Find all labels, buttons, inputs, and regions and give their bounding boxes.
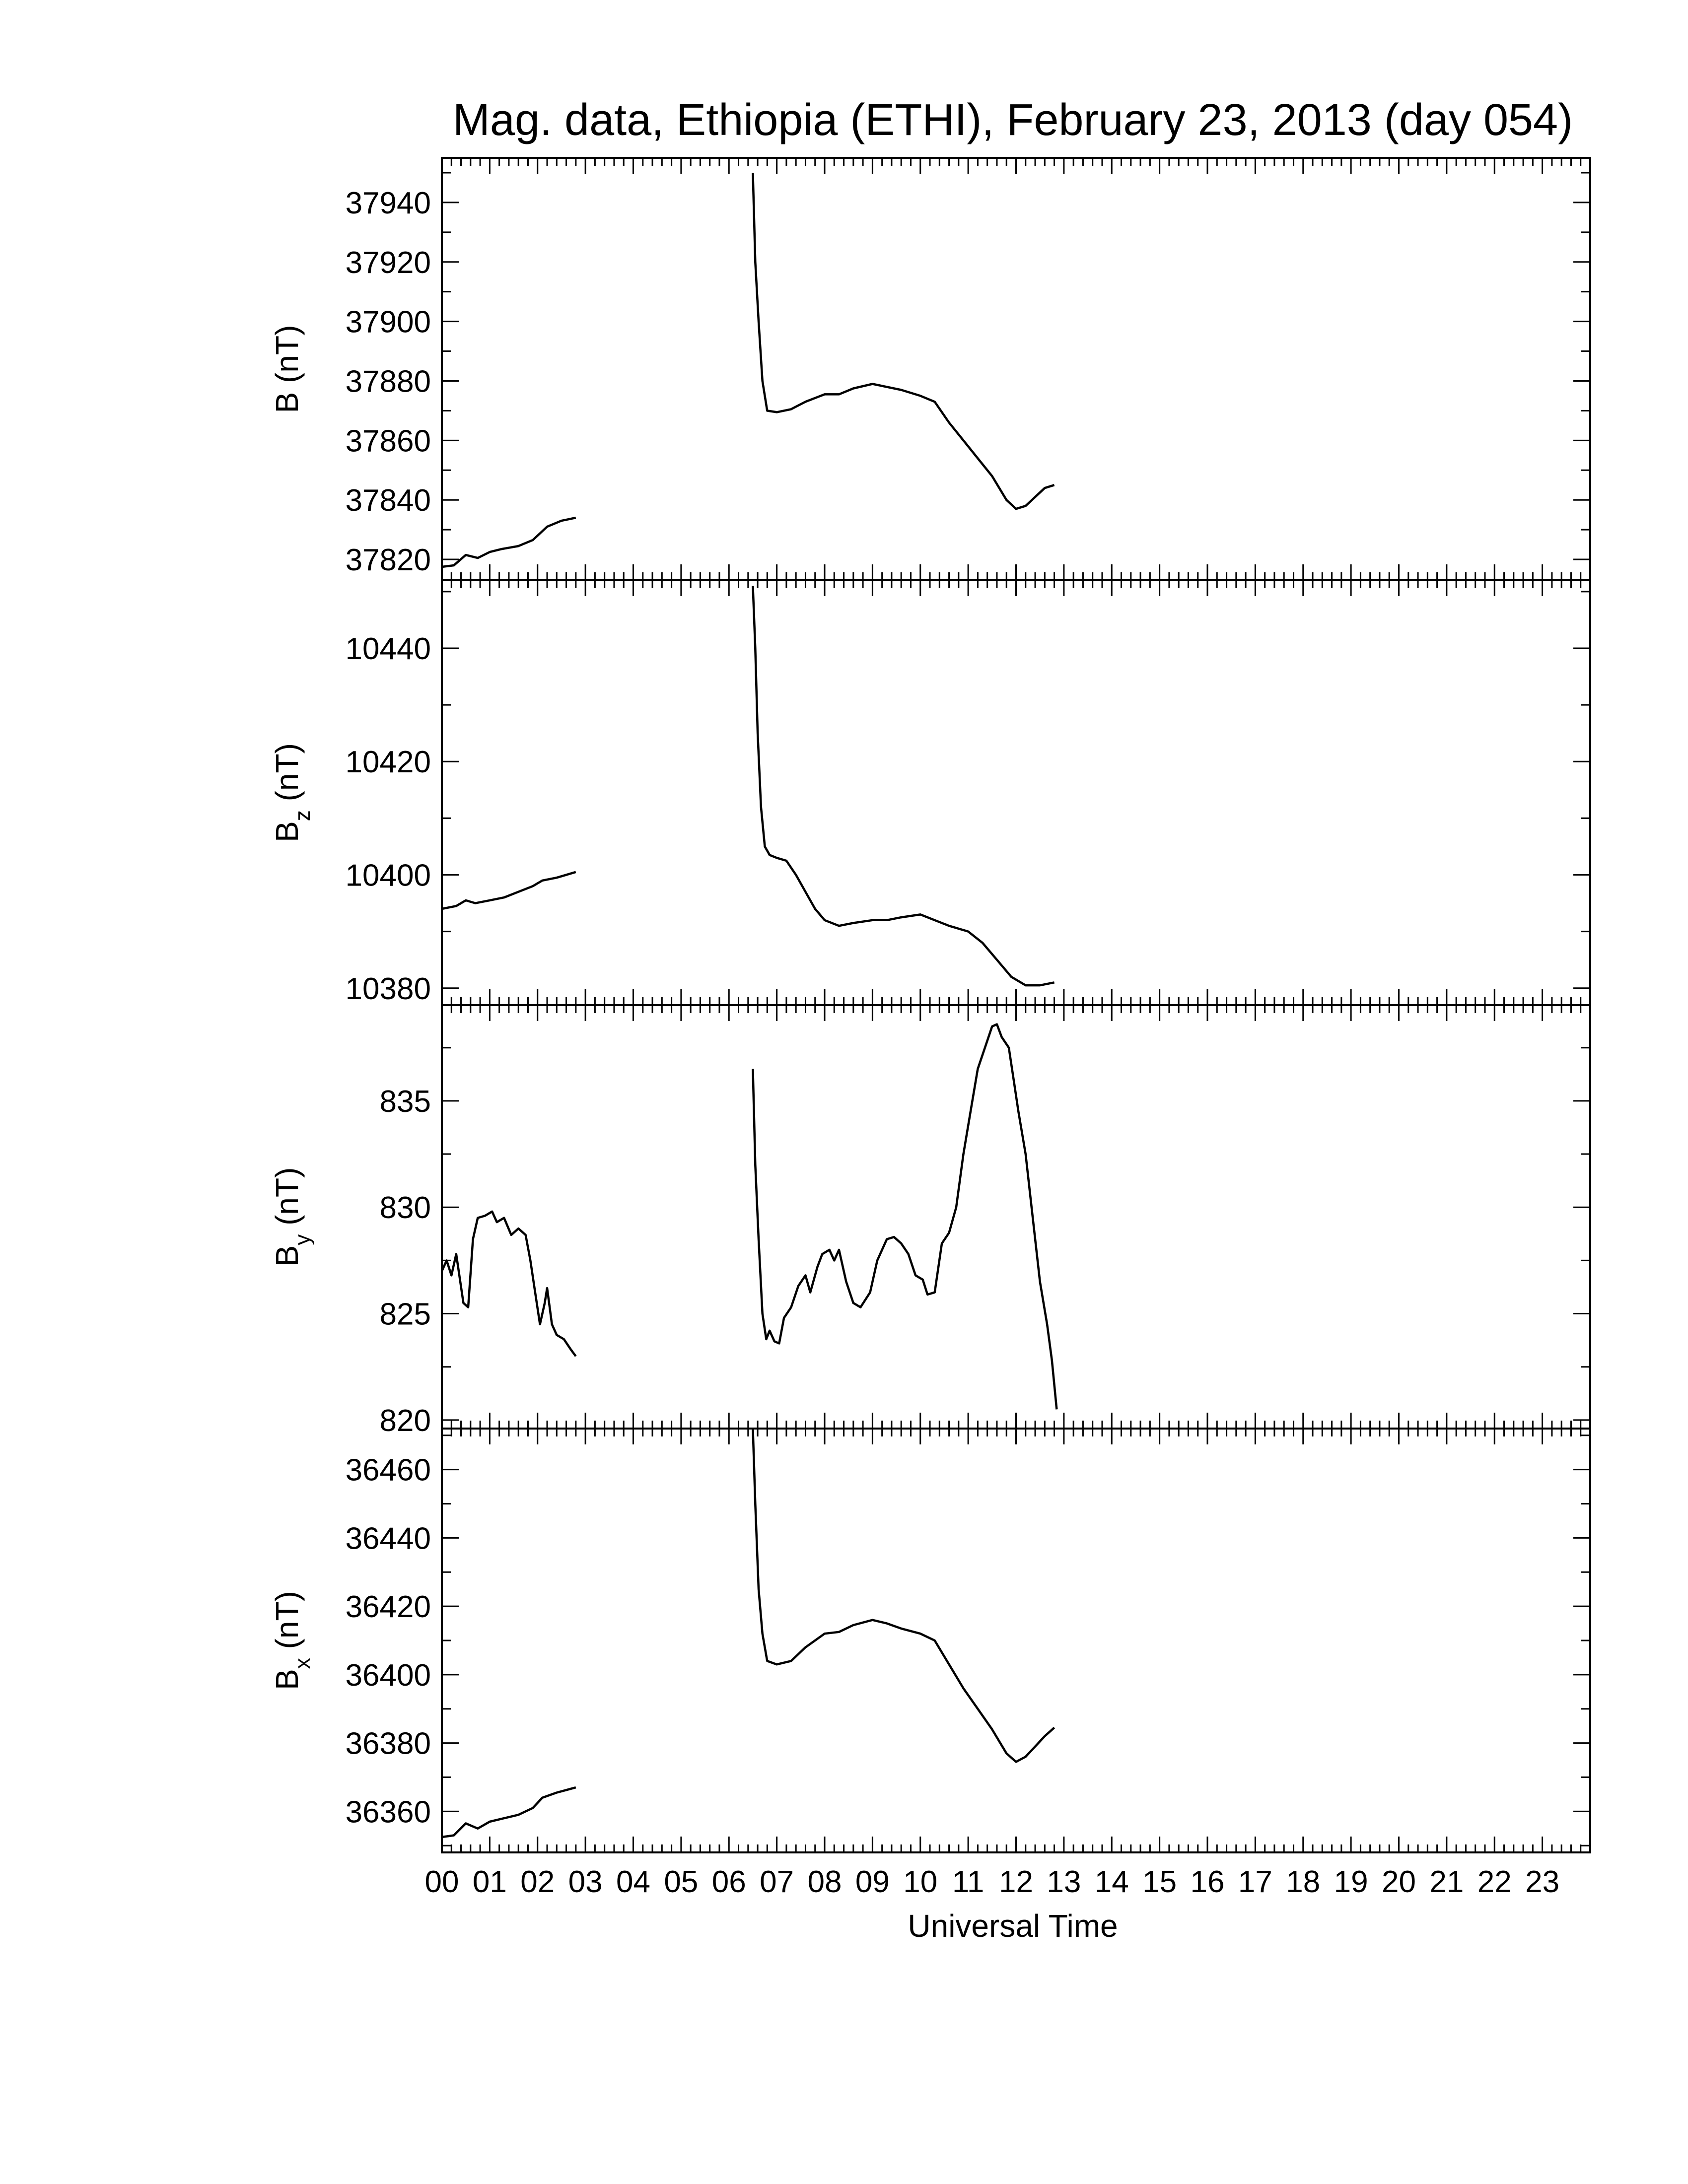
y-tick-label: 37820 — [346, 543, 431, 577]
y-tick-label: 37920 — [346, 246, 431, 280]
panel-Bz: 10380 10400 10420 10440 Bz (nT) — [269, 579, 1591, 1006]
x-tick-label: 13 — [1047, 1865, 1081, 1899]
x-tick-label: 02 — [520, 1865, 555, 1899]
y-tick-label: 37840 — [346, 483, 431, 518]
y-axis-label-unit: (nT) — [269, 1167, 305, 1234]
series-line-Bx-1 — [752, 1428, 1055, 1763]
x-tick-label: 22 — [1477, 1865, 1512, 1899]
x-tick-label: 06 — [712, 1865, 746, 1899]
x-tick-label: 09 — [855, 1865, 890, 1899]
y-axis-label-main: B — [269, 392, 305, 413]
panel-B: 37820 37840 37860 37880 37900 37920 37940 B (nT… — [269, 157, 1591, 581]
series-line-Bz-0 — [441, 871, 576, 910]
x-tick-label: 21 — [1429, 1865, 1464, 1899]
x-tick-label: 12 — [999, 1865, 1033, 1899]
y-tick-label: 10400 — [346, 858, 431, 892]
y-tick-label: 36400 — [346, 1658, 431, 1693]
y-tick-label: 825 — [380, 1297, 431, 1332]
y-axis-label-unit: (nT) — [269, 743, 305, 810]
series-line-By-0 — [440, 1210, 577, 1357]
x-tick-label: 05 — [664, 1865, 698, 1899]
series-line-B-1 — [752, 172, 1055, 510]
series-line-Bx-0 — [441, 1786, 576, 1839]
series-line-By-1 — [752, 1023, 1058, 1410]
panel-By: 820 825 830 835 By (nT) — [269, 1004, 1591, 1438]
x-tick-label: 20 — [1382, 1865, 1416, 1899]
panel-frame — [441, 1004, 1591, 1430]
x-tick-label: 23 — [1525, 1865, 1559, 1899]
y-axis-label: B (nT) — [269, 325, 305, 413]
x-tick-label: 11 — [952, 1865, 984, 1899]
x-tick-label: 10 — [903, 1865, 937, 1899]
y-tick-label: 37940 — [346, 186, 431, 220]
panel-frame — [441, 1428, 1591, 1853]
x-tick-label: 03 — [568, 1865, 603, 1899]
y-tick-label: 37880 — [346, 364, 431, 399]
panel-frame — [441, 157, 1591, 581]
y-tick-label: 37860 — [346, 424, 431, 458]
y-axis-label: Bz (nT) — [269, 743, 315, 842]
x-tick-label: 18 — [1286, 1865, 1320, 1899]
y-axis-label-unit: (nT) — [269, 325, 305, 392]
y-tick-label: 10420 — [346, 745, 431, 779]
y-axis-label-main: B — [269, 821, 305, 842]
panel-frame — [441, 579, 1591, 1006]
x-tick-label: 07 — [760, 1865, 794, 1899]
y-tick-label: 36440 — [346, 1521, 431, 1556]
x-tick-label: 16 — [1191, 1865, 1225, 1899]
y-tick-label: 830 — [380, 1191, 431, 1225]
y-tick-label: 10380 — [346, 972, 431, 1006]
panel-Bx: 36360 36380 36400 36420 36440 36460 Bx (nT) — [269, 1428, 1591, 1853]
x-tick-label: 17 — [1238, 1865, 1272, 1899]
series-line-Bz-1 — [752, 586, 1055, 987]
x-tick-label: 15 — [1142, 1865, 1177, 1899]
x-tick-label: 08 — [808, 1865, 842, 1899]
x-tick-label: 00 — [425, 1865, 459, 1899]
x-tick-label: 04 — [616, 1865, 650, 1899]
y-axis-label-main: B — [269, 1245, 305, 1267]
y-tick-label: 820 — [380, 1404, 431, 1438]
x-tick-label: 14 — [1095, 1865, 1129, 1899]
y-tick-label: 36380 — [346, 1727, 431, 1761]
y-axis-label: By (nT) — [269, 1167, 315, 1267]
y-tick-label: 36420 — [346, 1590, 431, 1624]
y-tick-label: 36460 — [346, 1453, 431, 1488]
series-line-B-0 — [441, 516, 576, 568]
y-axis-label-subscript: y — [290, 1234, 315, 1245]
y-axis-label-unit: (nT) — [269, 1591, 305, 1658]
x-tick-label: 01 — [473, 1865, 507, 1899]
y-tick-label: 10440 — [346, 632, 431, 666]
y-axis-label: Bx (nT) — [269, 1591, 315, 1690]
y-axis-label-main: B — [269, 1669, 305, 1690]
x-axis-label: Universal Time — [908, 1908, 1118, 1944]
y-axis-label-subscript: x — [290, 1658, 315, 1669]
y-tick-label: 835 — [380, 1085, 431, 1119]
x-tick-label: 19 — [1334, 1865, 1368, 1899]
y-tick-label: 37900 — [346, 305, 431, 340]
y-axis-label-subscript: z — [290, 810, 315, 821]
y-tick-label: 36360 — [346, 1795, 431, 1829]
chart-title: Mag. data, Ethiopia (ETHI), February 23,… — [453, 95, 1573, 145]
